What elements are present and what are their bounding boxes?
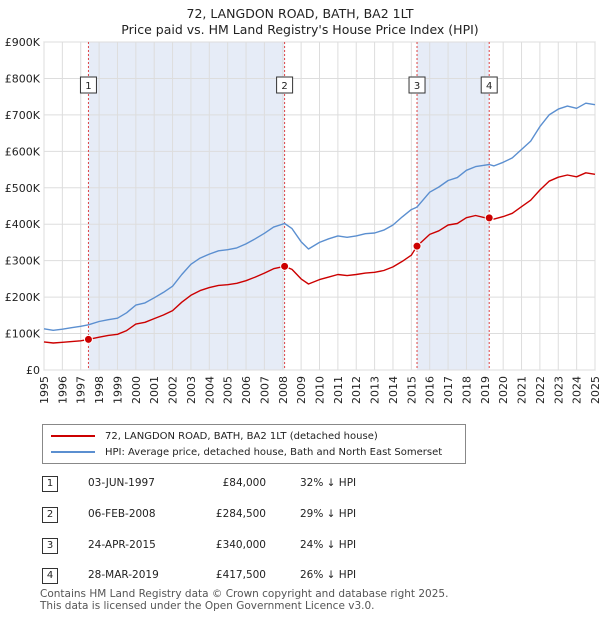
legend-item-property: 72, LANGDON ROAD, BATH, BA2 1LT (detache… <box>51 428 378 444</box>
transaction-hpi: 29% ↓ HPI <box>300 508 357 520</box>
x-tick-label: 2004 <box>203 376 216 404</box>
sale-point <box>280 261 290 271</box>
x-tick-label: 2005 <box>222 376 235 404</box>
transaction-marker-box <box>79 76 97 94</box>
x-tick-label: 1997 <box>75 376 88 404</box>
transaction-number: 1 <box>42 476 58 492</box>
transaction-date: 03-JUN-1997 <box>88 477 155 489</box>
property-series-line <box>43 172 596 344</box>
transaction-date: 28-MAR-2019 <box>88 569 159 581</box>
table-row: 3 24-APR-2015 £340,000 24% ↓ HPI <box>0 538 600 558</box>
x-tick-label: 2000 <box>130 376 143 404</box>
legend-item-hpi: HPI: Average price, detached house, Bath… <box>51 444 442 460</box>
x-tick-label: 2012 <box>350 376 363 404</box>
transaction-marker-box <box>276 76 294 94</box>
transaction-hpi: 26% ↓ HPI <box>300 569 357 581</box>
y-tick-label: £200K <box>5 291 41 304</box>
x-tick-label: 2002 <box>167 376 180 404</box>
transaction-hpi: 32% ↓ HPI <box>300 477 357 489</box>
price-chart: £0 £100K £200K £300K £400K £500K £600K £700K £80… <box>5 36 600 404</box>
transaction-number: 3 <box>42 538 58 554</box>
y-tick-label: £900K <box>5 36 41 49</box>
x-tick-label: 2023 <box>552 376 565 404</box>
x-tick-label: 2016 <box>424 376 437 404</box>
x-tick-label: 1995 <box>38 376 51 404</box>
sale-point <box>484 213 494 223</box>
ownership-span <box>417 42 490 370</box>
transaction-marker-number: 2 <box>281 81 287 92</box>
chart-title: 72, LANGDON ROAD, BATH, BA2 1LT <box>186 6 414 21</box>
transaction-marker-box <box>480 76 498 94</box>
y-tick-label: £400K <box>5 218 41 231</box>
transaction-date: 24-APR-2015 <box>88 539 156 551</box>
y-tick-label: £600K <box>5 145 41 158</box>
transaction-price: £340,000 <box>215 539 266 551</box>
transaction-price: £417,500 <box>215 569 266 581</box>
x-tick-label: 2001 <box>148 376 161 404</box>
table-row: 4 28-MAR-2019 £417,500 26% ↓ HPI <box>0 568 600 588</box>
y-tick-label: £300K <box>5 255 41 268</box>
footer: Contains HM Land Registry data © Crown c… <box>40 588 448 612</box>
hpi-series-line <box>43 102 596 331</box>
x-tick-label: 2013 <box>369 376 382 404</box>
x-tick-label: 2010 <box>314 376 327 404</box>
x-tick-label: 2024 <box>571 376 584 404</box>
x-tick-label: 2025 <box>589 376 600 404</box>
table-row: 2 06-FEB-2008 £284,500 29% ↓ HPI <box>0 507 600 527</box>
legend-swatch-hpi <box>51 451 95 453</box>
y-tick-label: £700K <box>5 109 41 122</box>
footer-line-copyright: Contains HM Land Registry data © Crown c… <box>40 588 449 600</box>
x-tick-label: 2018 <box>460 376 473 404</box>
transaction-marker-number: 4 <box>486 81 492 92</box>
legend-label-hpi: HPI: Average price, detached house, Bath… <box>105 446 443 458</box>
transaction-hpi: 24% ↓ HPI <box>300 539 357 551</box>
x-tick-label: 1996 <box>56 376 69 404</box>
x-tick-label: 2011 <box>332 376 345 404</box>
transaction-number: 2 <box>42 507 58 523</box>
footer-line-licence: This data is licensed under the Open Gov… <box>40 600 375 612</box>
y-tick-label: £800K <box>5 72 41 85</box>
legend-label-property: 72, LANGDON ROAD, BATH, BA2 1LT (detache… <box>105 430 378 442</box>
x-tick-label: 2015 <box>405 376 418 404</box>
chart-subtitle: Price paid vs. HM Land Registry's House … <box>121 22 479 37</box>
y-tick-label: £100K <box>5 328 41 341</box>
x-tick-label: 2009 <box>295 376 308 404</box>
x-tick-label: 2019 <box>479 376 492 404</box>
y-tick-label: £0 <box>26 364 40 377</box>
legend: 72, LANGDON ROAD, BATH, BA2 1LT (detache… <box>42 424 466 464</box>
x-tick-label: 2020 <box>497 376 510 404</box>
sale-point <box>412 241 422 251</box>
transaction-price: £284,500 <box>215 508 266 520</box>
x-tick-label: 2022 <box>534 376 547 404</box>
y-tick-label: £500K <box>5 182 41 195</box>
table-row: 1 03-JUN-1997 £84,000 32% ↓ HPI <box>0 476 600 496</box>
transaction-marker-number: 3 <box>414 81 420 92</box>
x-tick-label: 2021 <box>516 376 529 404</box>
x-tick-label: 1999 <box>111 376 124 404</box>
x-tick-label: 2014 <box>387 376 400 404</box>
x-tick-label: 1998 <box>93 376 106 404</box>
x-tick-label: 2008 <box>277 376 290 404</box>
x-tick-label: 2017 <box>442 376 455 404</box>
x-tick-label: 2006 <box>240 376 253 404</box>
transaction-price: £84,000 <box>222 477 266 489</box>
transaction-number: 4 <box>42 568 58 584</box>
legend-swatch-property <box>51 435 95 437</box>
x-tick-label: 2003 <box>185 376 198 404</box>
x-tick-label: 2007 <box>258 376 271 404</box>
transaction-date: 06-FEB-2008 <box>88 508 156 520</box>
transaction-marker-number: 1 <box>85 81 91 92</box>
transaction-marker-box <box>408 76 426 94</box>
sale-point <box>83 334 93 344</box>
